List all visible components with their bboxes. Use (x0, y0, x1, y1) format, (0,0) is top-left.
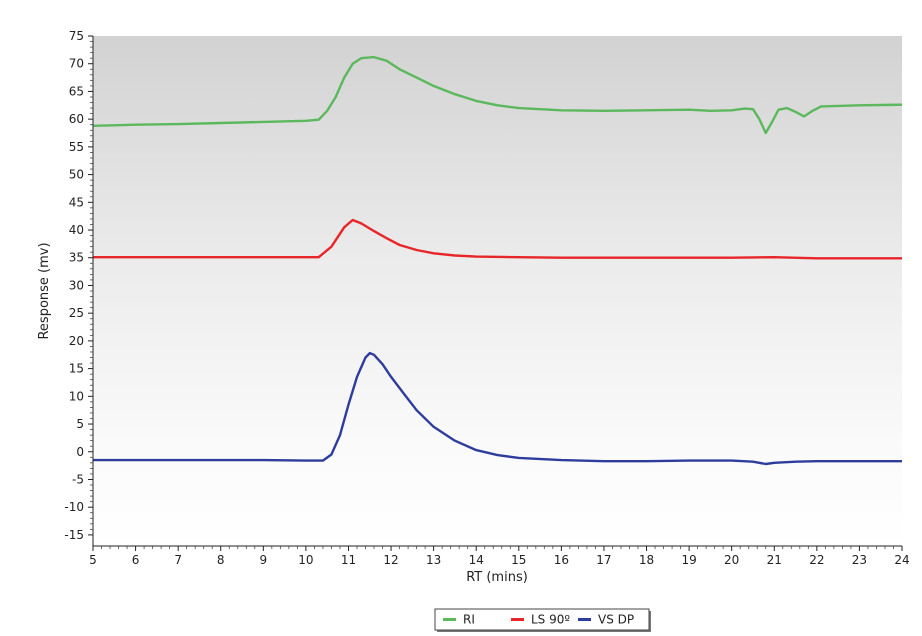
x-tick-label: 14 (469, 553, 484, 567)
x-axis-title: RT (mins) (466, 570, 528, 585)
x-tick-label: 17 (596, 553, 611, 567)
legend: RI LS 90º VS DP (434, 608, 651, 632)
x-tick-label: 18 (639, 553, 654, 567)
legend-label-1: LS 90º (531, 613, 570, 627)
y-tick-label: -10 (64, 500, 84, 514)
x-tick-label: 13 (426, 553, 441, 567)
y-tick-label: -15 (64, 528, 84, 542)
legend-box (434, 608, 650, 631)
y-tick-label: 0 (76, 445, 84, 459)
y-tick-label: 5 (76, 417, 84, 431)
y-tick-label: 25 (69, 306, 84, 320)
y-tick-label: 45 (69, 195, 84, 209)
series-line-1 (93, 218, 902, 260)
y-tick-label: 35 (69, 251, 84, 265)
x-tick-label: 12 (383, 553, 398, 567)
legend-label-2: VS DP (598, 613, 634, 627)
y-tick-label: 75 (69, 29, 84, 43)
y-tick-label: 40 (69, 223, 84, 237)
y-tick-label: 65 (69, 84, 84, 98)
y-tick-label: 70 (69, 57, 84, 71)
y-tick-label: -5 (72, 472, 84, 486)
y-axis-title: Response (mv) (37, 242, 52, 339)
x-tick-label: 10 (298, 553, 313, 567)
y-tick-label: 10 (69, 389, 84, 403)
y-tick-label: 20 (69, 334, 84, 348)
x-tick-label: 11 (341, 553, 356, 567)
series-line-2 (93, 351, 902, 466)
y-tick-label: 15 (69, 362, 84, 376)
x-tick-label: 20 (724, 553, 739, 567)
x-tick-label: 15 (511, 553, 526, 567)
y-tick-label: 55 (69, 140, 84, 154)
plot-background (93, 36, 902, 546)
y-tick-label: 60 (69, 112, 84, 126)
x-tick-label: 9 (259, 553, 267, 567)
x-tick-label: 24 (894, 553, 909, 567)
legend-label-0: RI (463, 613, 475, 627)
x-tick-label: 21 (767, 553, 782, 567)
x-tick-label: 6 (132, 553, 140, 567)
x-tick-label: 16 (554, 553, 569, 567)
x-tick-label: 22 (809, 553, 824, 567)
series-line-0 (93, 55, 902, 135)
x-tick-label: 7 (174, 553, 182, 567)
y-tick-label: 30 (69, 278, 84, 292)
x-tick-label: 23 (852, 553, 867, 567)
x-tick-label: 5 (89, 553, 97, 567)
x-tick-label: 19 (681, 553, 696, 567)
y-tick-label: 50 (69, 168, 84, 182)
series-layer (93, 55, 902, 466)
x-tick-label: 8 (217, 553, 225, 567)
